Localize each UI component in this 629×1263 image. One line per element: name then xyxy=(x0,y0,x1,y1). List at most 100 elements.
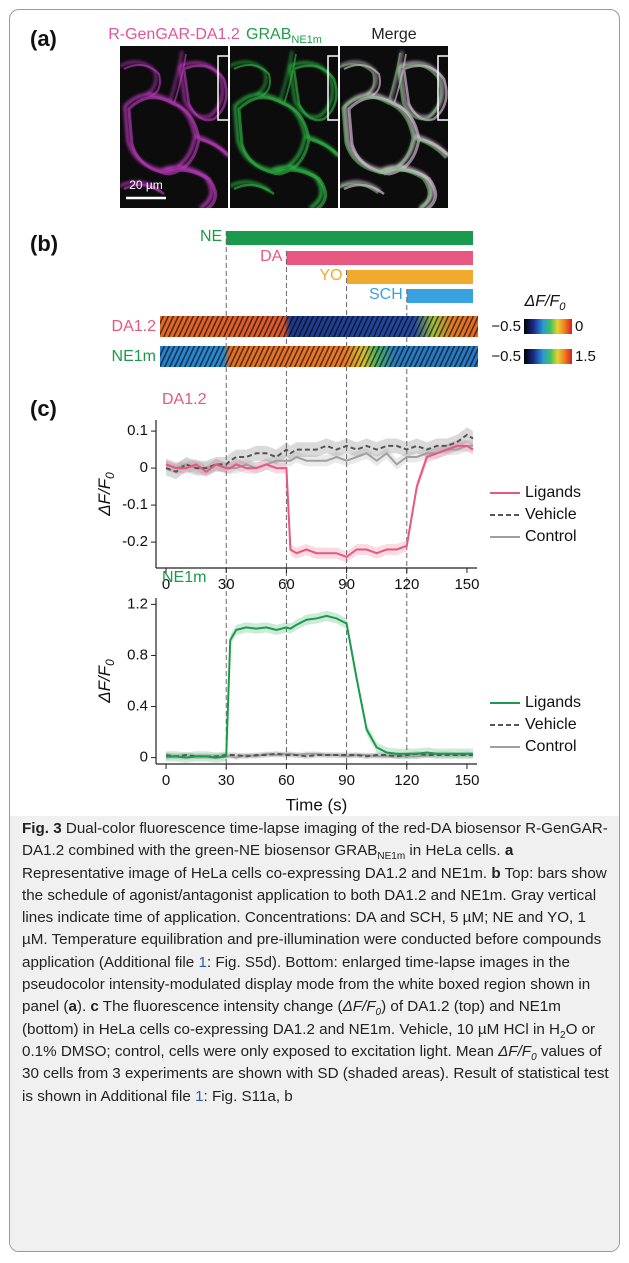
y-tick-label: 0 xyxy=(140,459,148,476)
caption-text: : Fig. S11a, b xyxy=(203,1087,293,1105)
timelapse-strip-texture xyxy=(160,316,478,337)
sd-band xyxy=(166,440,473,563)
schedule-bar xyxy=(406,289,473,303)
y-tick-label: 1.2 xyxy=(127,595,148,612)
panel-label: (a) xyxy=(30,26,57,51)
x-tick-label: 150 xyxy=(454,576,479,593)
caption-text: a xyxy=(504,842,514,860)
micrograph xyxy=(120,46,228,208)
channel-label: R-GenGAR-DA1.2 xyxy=(108,26,240,43)
y-tick-label: -0.2 xyxy=(122,533,148,550)
colorbar-title-sub: 0 xyxy=(559,301,566,313)
colorbar-tick-label: 0 xyxy=(575,318,583,335)
y-axis-label-sub: 0 xyxy=(103,659,117,666)
channel-label-main: GRAB xyxy=(246,26,291,43)
timelapse-strip-texture xyxy=(160,346,478,367)
caption-text: O or 0.1% DMSO; control, cells were only… xyxy=(22,1020,596,1060)
micrograph xyxy=(230,46,338,208)
caption-text: The fluorescence intensity change ( xyxy=(98,998,343,1016)
micrograph xyxy=(340,46,448,208)
legend-label: Ligands xyxy=(525,694,581,711)
x-tick-label: 90 xyxy=(338,576,355,593)
caption: Fig. 3 Dual-color fluorescence time-laps… xyxy=(22,818,612,1108)
caption-text: values of 30 cells from 3 experiments ar… xyxy=(22,1042,609,1105)
x-tick-label: 60 xyxy=(278,576,295,593)
caption-text: ΔF/F xyxy=(498,1042,532,1060)
caption-text: ) of DA1.2 (top) and NE1m (bottom) in He… xyxy=(22,998,561,1038)
caption-text: 0 xyxy=(531,1052,537,1063)
figure-frame xyxy=(9,9,620,1252)
colorbar-title-main: ΔF/F xyxy=(524,293,561,310)
legend-label: Ligands xyxy=(525,484,581,501)
schedule-bar xyxy=(346,270,473,284)
y-axis-label-main: ΔF/F xyxy=(95,664,114,704)
y-tick-label: 0.4 xyxy=(127,698,148,715)
schedule-bar-label: DA xyxy=(260,248,283,265)
panel-label: (c) xyxy=(30,396,57,421)
legend-label: Control xyxy=(525,738,577,755)
y-tick-label: 0.8 xyxy=(127,646,148,663)
roi-box xyxy=(437,55,459,121)
colorbar-tick-label: −0.5 xyxy=(491,348,521,365)
x-tick-label: 0 xyxy=(162,772,170,789)
legend-label: Control xyxy=(525,528,577,545)
channel-label-sub: NE1m xyxy=(291,34,322,46)
caption-text: : Fig. S5d). Bottom: enlarged time-lapse… xyxy=(22,953,591,1016)
caption-link[interactable]: 1 xyxy=(198,953,207,971)
x-tick-label: 0 xyxy=(162,576,170,593)
channel-label: Merge xyxy=(371,26,416,43)
sd-band xyxy=(166,427,473,480)
schedule-bar xyxy=(286,251,473,265)
x-tick-label: 120 xyxy=(394,576,419,593)
caption-text: a xyxy=(68,998,77,1016)
x-tick-label: 120 xyxy=(394,772,419,789)
legend-label: Vehicle xyxy=(525,716,577,733)
caption-text: 2 xyxy=(560,1029,566,1041)
y-tick-label: 0 xyxy=(140,749,148,766)
caption-text: ΔF/F xyxy=(342,998,376,1016)
x-tick-label: 150 xyxy=(454,772,479,789)
y-axis-label: ΔF/F0 xyxy=(95,472,117,517)
caption-text: 0 xyxy=(375,1007,382,1019)
colorbar xyxy=(524,349,572,364)
chart-title: NE1m xyxy=(162,569,206,586)
chart-title: DA1.2 xyxy=(162,391,207,408)
schedule-bar-label: YO xyxy=(319,267,342,284)
strip-label: DA1.2 xyxy=(112,318,157,335)
caption-text: ). xyxy=(76,998,91,1016)
caption-text: Representative image of HeLa cells co-ex… xyxy=(22,864,492,882)
schedule-bar-label: SCH xyxy=(369,286,403,303)
series-line xyxy=(165,444,474,559)
colorbar-title: ΔF/F0 xyxy=(524,293,567,313)
caption-link[interactable]: 1 xyxy=(195,1087,204,1105)
schedule-bar-label: NE xyxy=(200,228,222,245)
y-axis-label-main: ΔF/F xyxy=(95,477,114,517)
colorbar-tick-label: 1.5 xyxy=(575,348,596,365)
caption-text: Dual-color fluorescence time-lapse imagi… xyxy=(22,820,608,860)
x-tick-label: 30 xyxy=(218,772,235,789)
caption-text: b xyxy=(491,864,501,882)
strip-label: NE1m xyxy=(112,348,156,365)
series-line xyxy=(165,752,473,758)
scale-bar-label: 20 µm xyxy=(129,178,163,192)
y-tick-label: 0.1 xyxy=(127,422,148,439)
colorbar-tick-label: −0.5 xyxy=(491,318,521,335)
channel-label: GRABNE1m xyxy=(246,26,322,46)
legend-label: Vehicle xyxy=(525,506,577,523)
x-tick-label: 90 xyxy=(338,772,355,789)
caption-text: NE1m xyxy=(377,851,406,863)
series-line xyxy=(166,614,473,759)
caption-text: Fig. 3 xyxy=(22,820,62,837)
caption-text: c xyxy=(90,998,99,1016)
sd-band xyxy=(166,610,473,763)
y-axis-label-sub: 0 xyxy=(103,472,117,479)
panel-label: (b) xyxy=(30,231,58,256)
caption-text: in HeLa cells. xyxy=(405,842,505,860)
x-tick-label: 60 xyxy=(278,772,295,789)
series-line xyxy=(165,433,474,473)
colorbar xyxy=(524,319,572,334)
x-axis-label: Time (s) xyxy=(286,795,348,814)
schedule-bar xyxy=(226,231,473,245)
